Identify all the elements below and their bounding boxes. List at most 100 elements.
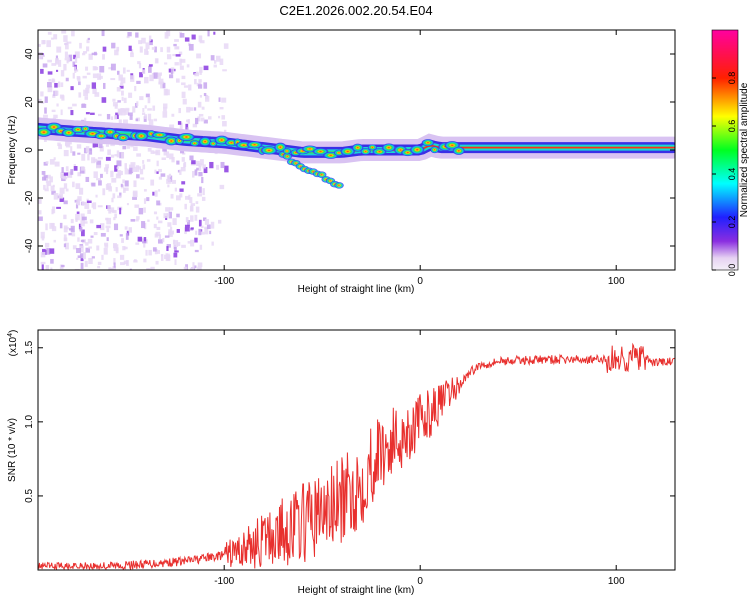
noise-speckle [80,262,84,269]
tail-blob [334,181,345,189]
noise-speckle [198,165,202,171]
noise-speckle [171,179,177,184]
noise-speckle [88,257,93,264]
noise-speckle [124,168,129,175]
noise-speckle [56,46,62,53]
noise-speckle [74,57,78,63]
noise-speckle [176,213,180,218]
noise-speckle [157,250,161,254]
noise-speckle [51,37,54,40]
noise-speckle [166,258,170,261]
noise-speckle [199,40,205,44]
noise-speckle [147,268,153,270]
noise-speckle [132,106,136,113]
noise-speckle [136,174,140,179]
noise-speckle [57,81,61,88]
spectrogram-plot-area [38,30,675,270]
noise-speckle [142,69,146,74]
noise-speckle [76,247,81,254]
top-y-axis-label: Frequency (Hz) [7,116,18,185]
noise-speckle [73,166,78,171]
noise-speckle [38,43,41,47]
noise-speckle [164,235,170,238]
noise-speckle [173,43,177,47]
noise-speckle [209,161,214,169]
noise-speckle [162,237,165,243]
noise-speckle [137,236,143,242]
noise-speckle [75,69,79,72]
noise-speckle [163,149,167,156]
noise-speckle [126,203,129,206]
noise-speckle [102,54,105,60]
noise-speckle [152,191,155,196]
noise-speckle [138,207,144,215]
noise-speckle [87,154,90,161]
noise-speckle [203,167,208,174]
noise-speckle [147,147,152,152]
noise-speckle [148,39,153,46]
noise-speckle [49,248,55,254]
bottom-y-tick-label: 1.5 [24,340,35,354]
noise-speckle [66,57,70,63]
noise-speckle [205,95,210,102]
spectrogram-noise [38,30,229,270]
noise-speckle [148,249,152,256]
noise-speckle [219,58,224,65]
noise-speckle [147,97,151,104]
noise-speckle [186,127,189,132]
noise-speckle [127,32,132,37]
noise-speckle [75,217,78,222]
noise-speckle [64,51,68,58]
noise-speckle [196,71,199,75]
noise-speckle [120,170,123,175]
noise-speckle [101,254,104,260]
noise-speckle [93,232,98,236]
noise-speckle [41,40,46,45]
noise-speckle [105,217,109,221]
noise-speckle [88,148,93,155]
scale-label-exponent: 4 [7,333,14,337]
noise-speckle [93,158,98,163]
noise-speckle [142,241,146,244]
noise-speckle [73,163,76,167]
noise-speckle [143,189,147,192]
noise-speckle [104,244,109,248]
noise-speckle [103,247,108,255]
noise-speckle [153,72,158,79]
noise-speckle [85,112,90,115]
noise-speckle [179,169,182,175]
noise-speckle [51,63,57,66]
bottom-axes: -100 0 100 0.5 1.0 1.5 [24,330,675,587]
noise-speckle [184,37,190,42]
noise-speckle [176,242,181,247]
noise-speckle [96,164,101,169]
noise-speckle [92,88,97,94]
ridge-blob [452,146,466,156]
noise-speckle [52,206,56,214]
ridge-tail [278,151,345,189]
noise-speckle [54,161,60,167]
noise-speckle [87,209,91,214]
noise-speckle [132,191,138,198]
noise-speckle [53,157,56,161]
noise-speckle [59,222,63,229]
noise-speckle [101,97,107,103]
noise-speckle [75,213,80,221]
ridge-blob [116,133,130,142]
ridge-blob [340,146,356,156]
noise-speckle [158,78,164,85]
noise-speckle [167,222,172,227]
noise-speckle [157,239,163,244]
noise-speckle [190,203,196,206]
noise-speckle [169,153,174,160]
noise-speckle [60,109,63,116]
noise-speckle [49,222,55,229]
noise-speckle [204,227,209,235]
ridge-blob [282,147,292,155]
noise-speckle [191,34,196,40]
noise-speckle [119,207,122,215]
noise-speckle [108,267,112,270]
noise-speckle [169,124,175,131]
noise-speckle [92,142,96,148]
noise-speckle [221,97,227,103]
